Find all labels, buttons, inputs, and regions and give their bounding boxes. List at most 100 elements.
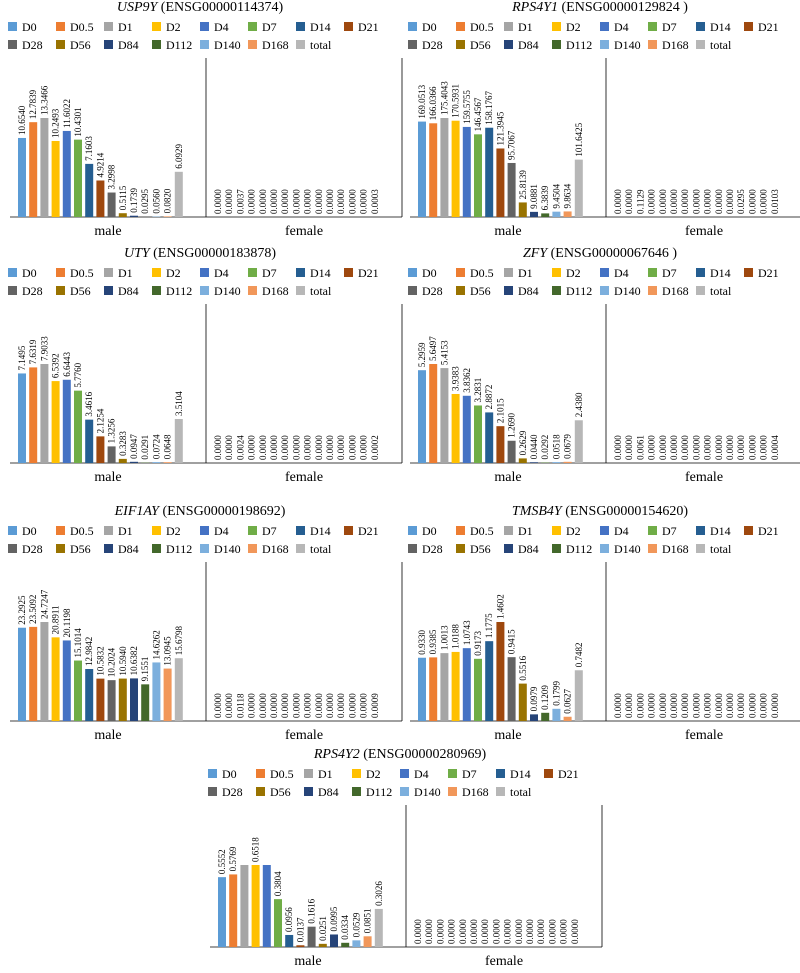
value-label: 0.0000 — [669, 693, 679, 718]
legend-swatch — [152, 268, 161, 277]
legend-label: D2 — [166, 266, 181, 280]
category-label: male — [94, 728, 121, 743]
legend-item: D140 — [200, 542, 241, 556]
legend-label: total — [310, 38, 332, 52]
bar — [462, 648, 471, 721]
value-label: 0.0000 — [213, 693, 223, 718]
value-label: 0.0000 — [647, 435, 657, 460]
legend-swatch — [152, 22, 161, 31]
legend-swatch — [200, 526, 209, 535]
legend-label: D84 — [318, 785, 339, 799]
value-label: 0.0000 — [280, 189, 290, 214]
category-label: female — [485, 954, 523, 969]
bar — [574, 420, 583, 463]
legend-item: D84 — [104, 284, 139, 298]
bar — [29, 626, 38, 721]
legend-item: D14 — [296, 266, 331, 280]
legend-item: D84 — [304, 785, 339, 799]
bar — [96, 180, 105, 217]
value-label: 0.0000 — [680, 435, 690, 460]
legend-item: D84 — [104, 542, 139, 556]
legend-label: D84 — [518, 542, 539, 556]
chart-svg: D0 D0.5 D1 D2 D4 D7 D14 D21 D28 D56 D84 D112 D140 D16… — [8, 20, 403, 239]
legend-label: total — [710, 284, 732, 298]
bar — [174, 419, 183, 463]
value-label: 1.1775 — [484, 613, 494, 638]
value-label: 0.0000 — [336, 189, 346, 214]
bar — [251, 865, 260, 947]
category-label: female — [285, 224, 323, 239]
legend-label: D0.5 — [70, 524, 94, 538]
chart-rps4y1: RPS4Y1 (ENSG00000129824 ) D0 D0.5 D1 D2 D4 D7… — [400, 0, 800, 245]
value-label: 121.3945 — [495, 111, 505, 145]
value-label: 159.5755 — [462, 90, 472, 124]
legend-item: D28 — [408, 38, 443, 52]
legend-swatch — [56, 544, 65, 553]
value-label: 6.6443 — [62, 352, 72, 377]
gene-id: (ENSG00000067646 ) — [550, 246, 677, 261]
legend-label: D1 — [518, 524, 533, 538]
value-label: 0.0000 — [647, 693, 657, 718]
value-label: 0.0000 — [525, 919, 535, 944]
bar — [18, 373, 26, 463]
legend-swatch — [744, 526, 753, 535]
value-label: 3.2831 — [473, 378, 483, 403]
legend-item: D28 — [8, 284, 43, 298]
legend-label: D21 — [358, 266, 379, 280]
value-label: 0.0000 — [536, 919, 546, 944]
legend-swatch — [152, 544, 161, 553]
value-label: 0.0000 — [224, 435, 234, 460]
legend-swatch — [152, 526, 161, 535]
legend-item: total — [296, 284, 332, 298]
value-label: 1.0013 — [439, 625, 449, 650]
legend: D0 D0.5 D1 D2 D4 D7 D14 D21 D28 D56 D84 D112 D140 D16… — [408, 266, 779, 298]
bar — [74, 139, 82, 217]
category-label: male — [494, 470, 521, 485]
legend-label: D84 — [118, 38, 139, 52]
legend-label: D4 — [614, 524, 629, 538]
bar — [29, 122, 38, 217]
value-label: 0.5769 — [228, 846, 238, 871]
value-label: 0.0000 — [691, 435, 701, 460]
chart-title: EIF1AY (ENSG00000198692) — [0, 504, 400, 520]
value-label: 0.0000 — [336, 435, 346, 460]
value-label: 23.2925 — [17, 595, 27, 625]
value-label: 6.0929 — [174, 144, 184, 169]
legend-item: D7 — [448, 767, 477, 781]
legend-item: D2 — [152, 20, 181, 34]
bar — [74, 660, 82, 721]
legend-swatch — [56, 22, 65, 31]
legend-swatch — [448, 769, 457, 778]
value-label: 2.1254 — [95, 408, 105, 433]
value-label: 0.0000 — [635, 693, 645, 718]
legend-swatch — [400, 769, 409, 778]
legend-swatch — [248, 268, 257, 277]
value-label: 20.8911 — [51, 605, 61, 634]
legend-label: D21 — [758, 266, 779, 280]
value-label: 4.9214 — [95, 152, 105, 177]
legend-item: D14 — [296, 524, 331, 538]
bar — [318, 943, 327, 947]
bar — [374, 908, 383, 947]
legend-item: D140 — [600, 284, 641, 298]
legend-label: D21 — [758, 524, 779, 538]
value-label: 9.0881 — [529, 184, 539, 209]
legend-label: D168 — [262, 542, 289, 556]
legend-label: D168 — [462, 785, 489, 799]
value-label: 158.1767 — [484, 90, 494, 124]
value-label: 0.0000 — [503, 919, 513, 944]
legend-label: D7 — [662, 266, 677, 280]
legend-label: D28 — [22, 38, 43, 52]
legend-label: D1 — [118, 266, 133, 280]
value-label: 6.3839 — [540, 185, 550, 210]
legend-item: D56 — [456, 284, 491, 298]
legend-item: D2 — [552, 20, 581, 34]
value-label: 0.0000 — [359, 189, 369, 214]
value-label: 0.0000 — [714, 435, 724, 460]
legend-label: D140 — [614, 542, 641, 556]
value-label: 0.0000 — [359, 693, 369, 718]
legend-item: D21 — [344, 20, 379, 34]
legend-label: D56 — [270, 785, 291, 799]
bar — [474, 405, 482, 463]
bar — [451, 393, 460, 463]
